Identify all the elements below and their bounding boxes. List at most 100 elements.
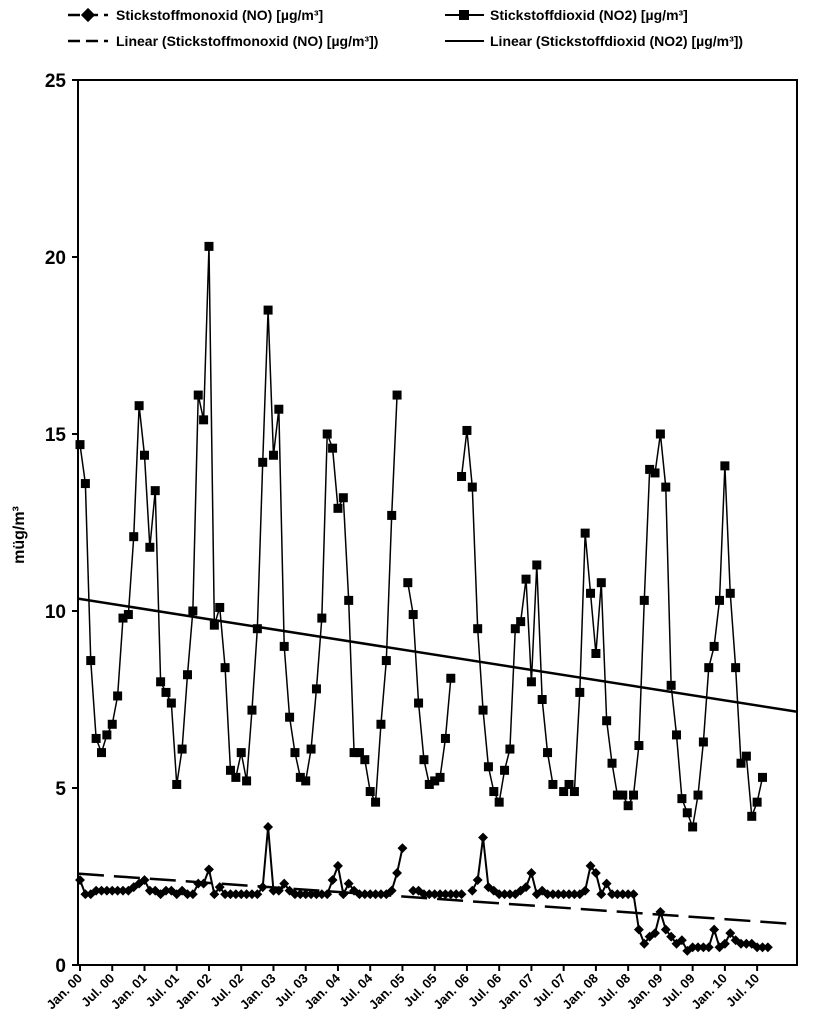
data-point-no2 bbox=[349, 748, 359, 758]
data-point-no bbox=[139, 875, 150, 885]
data-point-no2 bbox=[333, 503, 343, 513]
series-no2 bbox=[75, 241, 768, 832]
data-point-no bbox=[472, 875, 483, 885]
data-point-no2 bbox=[274, 404, 284, 414]
data-point-no bbox=[338, 889, 349, 900]
data-point-no2 bbox=[467, 482, 477, 492]
x-tick-label: Jul. 10 bbox=[723, 971, 762, 1010]
data-point-no bbox=[435, 889, 446, 900]
data-point-no2 bbox=[215, 602, 225, 612]
data-point-no bbox=[553, 889, 564, 900]
data-point-no2 bbox=[392, 390, 402, 400]
legend-label-no: Stickstoffmonoxid (NO) [µg/m³] bbox=[116, 7, 323, 23]
data-point-no2 bbox=[306, 744, 316, 754]
data-point-no bbox=[107, 885, 118, 896]
data-point-no bbox=[494, 889, 505, 900]
data-point-no2 bbox=[736, 758, 746, 768]
legend-entry-no-trend: Linear (Stickstoffmonoxid (NO) [µg/m³]) bbox=[68, 33, 378, 49]
data-point-no bbox=[467, 885, 478, 896]
data-point-no bbox=[623, 889, 634, 900]
y-tick-label: 20 bbox=[45, 248, 66, 269]
data-point-no2 bbox=[532, 560, 542, 570]
data-point-no bbox=[612, 889, 623, 900]
data-point-no bbox=[558, 889, 569, 900]
data-point-no bbox=[676, 935, 687, 946]
x-tick-label: Jan. 03 bbox=[237, 971, 279, 1013]
data-point-no2 bbox=[236, 748, 246, 758]
data-point-no2 bbox=[172, 779, 182, 789]
y-tick-label: 0 bbox=[55, 956, 66, 977]
series-line bbox=[460, 430, 554, 805]
x-tick-label: Jan. 07 bbox=[495, 971, 537, 1013]
data-point-no bbox=[418, 889, 429, 900]
data-point-no2 bbox=[446, 673, 456, 683]
data-point-no2 bbox=[747, 811, 757, 821]
data-point-no bbox=[580, 885, 591, 896]
data-point-no2 bbox=[424, 779, 434, 789]
data-point-no2 bbox=[645, 464, 655, 474]
data-point-no bbox=[762, 942, 773, 953]
data-point-no bbox=[725, 928, 736, 939]
data-point-no bbox=[639, 938, 650, 949]
plot-frame bbox=[77, 79, 798, 966]
data-point-no2 bbox=[376, 719, 386, 729]
data-point-no2 bbox=[688, 822, 698, 832]
data-point-no2 bbox=[80, 479, 90, 489]
data-point-no bbox=[91, 885, 102, 896]
data-point-no2 bbox=[586, 588, 596, 598]
data-point-no2 bbox=[209, 620, 219, 630]
data-point-no2 bbox=[161, 687, 171, 697]
data-point-no bbox=[693, 942, 703, 953]
data-point-no bbox=[590, 868, 601, 878]
data-point-no2 bbox=[618, 790, 628, 800]
data-point-no2 bbox=[225, 765, 235, 775]
x-tick-label: Jan. 04 bbox=[301, 970, 343, 1012]
x-tick-label: Jan. 09 bbox=[624, 971, 666, 1013]
data-point-no bbox=[225, 889, 236, 900]
data-point-no2 bbox=[285, 712, 295, 722]
data-point-no2 bbox=[242, 776, 252, 786]
data-point-no2 bbox=[344, 595, 354, 605]
data-point-no bbox=[230, 889, 241, 900]
data-point-no bbox=[101, 885, 112, 896]
data-point-no bbox=[365, 889, 376, 900]
data-point-no bbox=[596, 889, 607, 900]
data-point-no2 bbox=[607, 758, 617, 768]
data-point-no2 bbox=[290, 748, 300, 758]
data-point-no bbox=[295, 889, 306, 900]
data-point-no2 bbox=[559, 787, 569, 797]
data-point-no2 bbox=[758, 772, 768, 782]
data-point-no2 bbox=[204, 241, 214, 251]
data-point-no2 bbox=[650, 468, 660, 478]
data-point-no2 bbox=[381, 656, 391, 666]
data-point-no2 bbox=[569, 787, 579, 797]
data-point-no bbox=[96, 885, 107, 896]
data-point-no2 bbox=[118, 613, 128, 623]
data-point-no2 bbox=[387, 510, 397, 520]
data-point-no2 bbox=[612, 790, 622, 800]
data-point-no2 bbox=[580, 528, 590, 538]
data-point-no bbox=[316, 889, 327, 900]
data-point-no bbox=[456, 889, 467, 900]
data-point-no2 bbox=[591, 648, 601, 658]
data-point-no bbox=[75, 875, 85, 885]
data-point-no2 bbox=[102, 730, 112, 740]
data-point-no2 bbox=[295, 772, 305, 782]
data-point-no2 bbox=[564, 779, 574, 789]
data-point-no2 bbox=[279, 641, 289, 651]
trend-line-no bbox=[77, 872, 799, 926]
data-point-no2 bbox=[166, 698, 176, 708]
data-point-no bbox=[236, 889, 247, 900]
data-point-no2 bbox=[715, 595, 725, 605]
data-point-no2 bbox=[220, 663, 230, 673]
data-point-no2 bbox=[639, 595, 649, 605]
data-point-no2 bbox=[661, 482, 671, 492]
data-point-no2 bbox=[500, 765, 510, 775]
data-point-no bbox=[429, 889, 440, 900]
data-point-no bbox=[161, 885, 171, 896]
data-point-no bbox=[257, 882, 268, 893]
data-point-no bbox=[445, 889, 456, 900]
data-point-no2 bbox=[741, 751, 751, 761]
data-point-no2 bbox=[86, 656, 96, 666]
data-point-no bbox=[617, 889, 628, 900]
